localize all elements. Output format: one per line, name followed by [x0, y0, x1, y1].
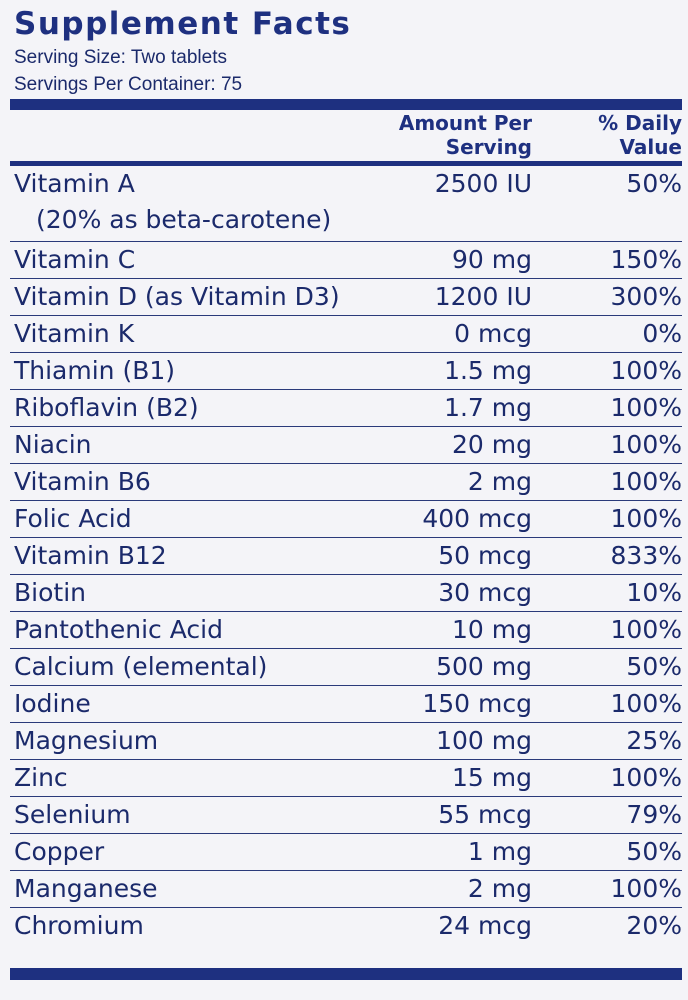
nutrient-amount: 30 mcg [438, 578, 532, 607]
nutrient-name: Folic Acid [14, 504, 132, 533]
nutrient-amount: 10 mg [452, 615, 532, 644]
nutrient-amount: 400 mcg [422, 504, 532, 533]
daily-value-header: % Daily Value [598, 111, 682, 159]
nutrient-row: Vitamin B6 2 mg 100% [10, 464, 682, 501]
nutrient-amount: 90 mg [452, 245, 532, 274]
nutrient-row: Biotin 30 mcg 10% [10, 575, 682, 612]
nutrient-daily-value: 50% [626, 652, 682, 681]
nutrient-name: Vitamin B6 [14, 467, 151, 496]
nutrient-amount: 2500 IU [434, 169, 532, 198]
nutrient-amount: 50 mcg [438, 541, 532, 570]
nutrient-name: Calcium (elemental) [14, 652, 268, 681]
nutrient-row: Chromium 24 mcg 20% [10, 908, 682, 945]
nutrient-row: Vitamin B12 50 mcg 833% [10, 538, 682, 575]
amount-header-line2: Serving [445, 135, 532, 159]
nutrient-row: Vitamin C 90 mg 150% [10, 242, 682, 279]
nutrient-daily-value: 100% [610, 874, 682, 903]
header-rule [10, 161, 682, 166]
nutrient-amount: 100 mg [436, 726, 532, 755]
nutrient-daily-value: 100% [610, 356, 682, 385]
nutrient-daily-value: 100% [610, 689, 682, 718]
top-thick-rule [10, 99, 682, 110]
nutrient-name: Vitamin A [14, 169, 135, 198]
nutrient-row: Calcium (elemental) 500 mg 50% [10, 649, 682, 686]
nutrient-amount: 2 mg [467, 467, 532, 496]
nutrient-amount: 24 mcg [438, 911, 532, 940]
nutrient-amount: 15 mg [452, 763, 532, 792]
nutrient-table: Vitamin A (20% as beta-carotene) 2500 IU… [10, 166, 682, 945]
nutrient-daily-value: 100% [610, 763, 682, 792]
nutrient-daily-value: 50% [626, 837, 682, 866]
nutrient-name: Magnesium [14, 726, 159, 755]
dv-header-line1: % Daily [598, 111, 682, 135]
nutrient-amount: 500 mg [436, 652, 532, 681]
nutrient-row: Folic Acid 400 mcg 100% [10, 501, 682, 538]
nutrient-name: Manganese [14, 874, 158, 903]
servings-per-container: Servings Per Container: 75 [14, 74, 243, 95]
nutrient-row: Iodine 150 mcg 100% [10, 686, 682, 723]
label-title: Supplement Facts [14, 6, 352, 42]
nutrient-row: Selenium 55 mcg 79% [10, 797, 682, 834]
nutrient-name: Iodine [14, 689, 91, 718]
nutrient-row: Manganese 2 mg 100% [10, 871, 682, 908]
nutrient-row: Vitamin D (as Vitamin D3) 1200 IU 300% [10, 279, 682, 316]
nutrient-row: Copper 1 mg 50% [10, 834, 682, 871]
nutrient-row: Vitamin A (20% as beta-carotene) 2500 IU… [10, 166, 682, 242]
nutrient-name: Zinc [14, 763, 68, 792]
nutrient-name: Vitamin B12 [14, 541, 167, 570]
nutrient-amount: 55 mcg [438, 800, 532, 829]
dv-header-line2: Value [619, 135, 682, 159]
nutrient-name: Vitamin K [14, 319, 135, 348]
bottom-thick-rule [10, 968, 682, 980]
nutrient-row: Niacin 20 mg 100% [10, 427, 682, 464]
nutrient-daily-value: 100% [610, 467, 682, 496]
nutrient-amount: 1200 IU [434, 282, 532, 311]
nutrient-daily-value: 25% [626, 726, 682, 755]
nutrient-amount: 1 mg [467, 837, 532, 866]
nutrient-name: Chromium [14, 911, 144, 940]
nutrient-amount: 1.7 mg [444, 393, 532, 422]
nutrient-daily-value: 100% [610, 615, 682, 644]
nutrient-daily-value: 833% [610, 541, 682, 570]
nutrient-daily-value: 100% [610, 393, 682, 422]
nutrient-name: Vitamin C [14, 245, 136, 274]
nutrient-row: Riboflavin (B2) 1.7 mg 100% [10, 390, 682, 427]
nutrient-daily-value: 20% [626, 911, 682, 940]
nutrient-daily-value: 0% [642, 319, 682, 348]
nutrient-subnote: (20% as beta-carotene) [36, 205, 332, 234]
amount-header-line1: Amount Per [398, 111, 532, 135]
nutrient-name: Riboflavin (B2) [14, 393, 199, 422]
nutrient-name: Thiamin (B1) [14, 356, 176, 385]
nutrient-name: Niacin [14, 430, 92, 459]
nutrient-row: Zinc 15 mg 100% [10, 760, 682, 797]
nutrient-row: Magnesium 100 mg 25% [10, 723, 682, 760]
nutrient-daily-value: 50% [626, 169, 682, 198]
nutrient-name: Selenium [14, 800, 131, 829]
supplement-facts-label: Supplement Facts Serving Size: Two table… [10, 0, 682, 990]
nutrient-amount: 20 mg [452, 430, 532, 459]
nutrient-daily-value: 10% [626, 578, 682, 607]
nutrient-row: Vitamin K 0 mcg 0% [10, 316, 682, 353]
nutrient-daily-value: 150% [610, 245, 682, 274]
nutrient-name: Copper [14, 837, 105, 866]
nutrient-amount: 2 mg [467, 874, 532, 903]
amount-per-serving-header: Amount Per Serving [399, 111, 532, 159]
nutrient-daily-value: 100% [610, 504, 682, 533]
nutrient-amount: 1.5 mg [444, 356, 532, 385]
nutrient-amount: 150 mcg [422, 689, 532, 718]
nutrient-name: Vitamin D (as Vitamin D3) [14, 282, 340, 311]
nutrient-daily-value: 300% [610, 282, 682, 311]
nutrient-name: Biotin [14, 578, 86, 607]
nutrient-daily-value: 79% [626, 800, 682, 829]
nutrient-row: Pantothenic Acid 10 mg 100% [10, 612, 682, 649]
serving-size: Serving Size: Two tablets [14, 47, 227, 68]
nutrient-amount: 0 mcg [454, 319, 532, 348]
nutrient-daily-value: 100% [610, 430, 682, 459]
nutrient-row: Thiamin (B1) 1.5 mg 100% [10, 353, 682, 390]
nutrient-name: Pantothenic Acid [14, 615, 223, 644]
